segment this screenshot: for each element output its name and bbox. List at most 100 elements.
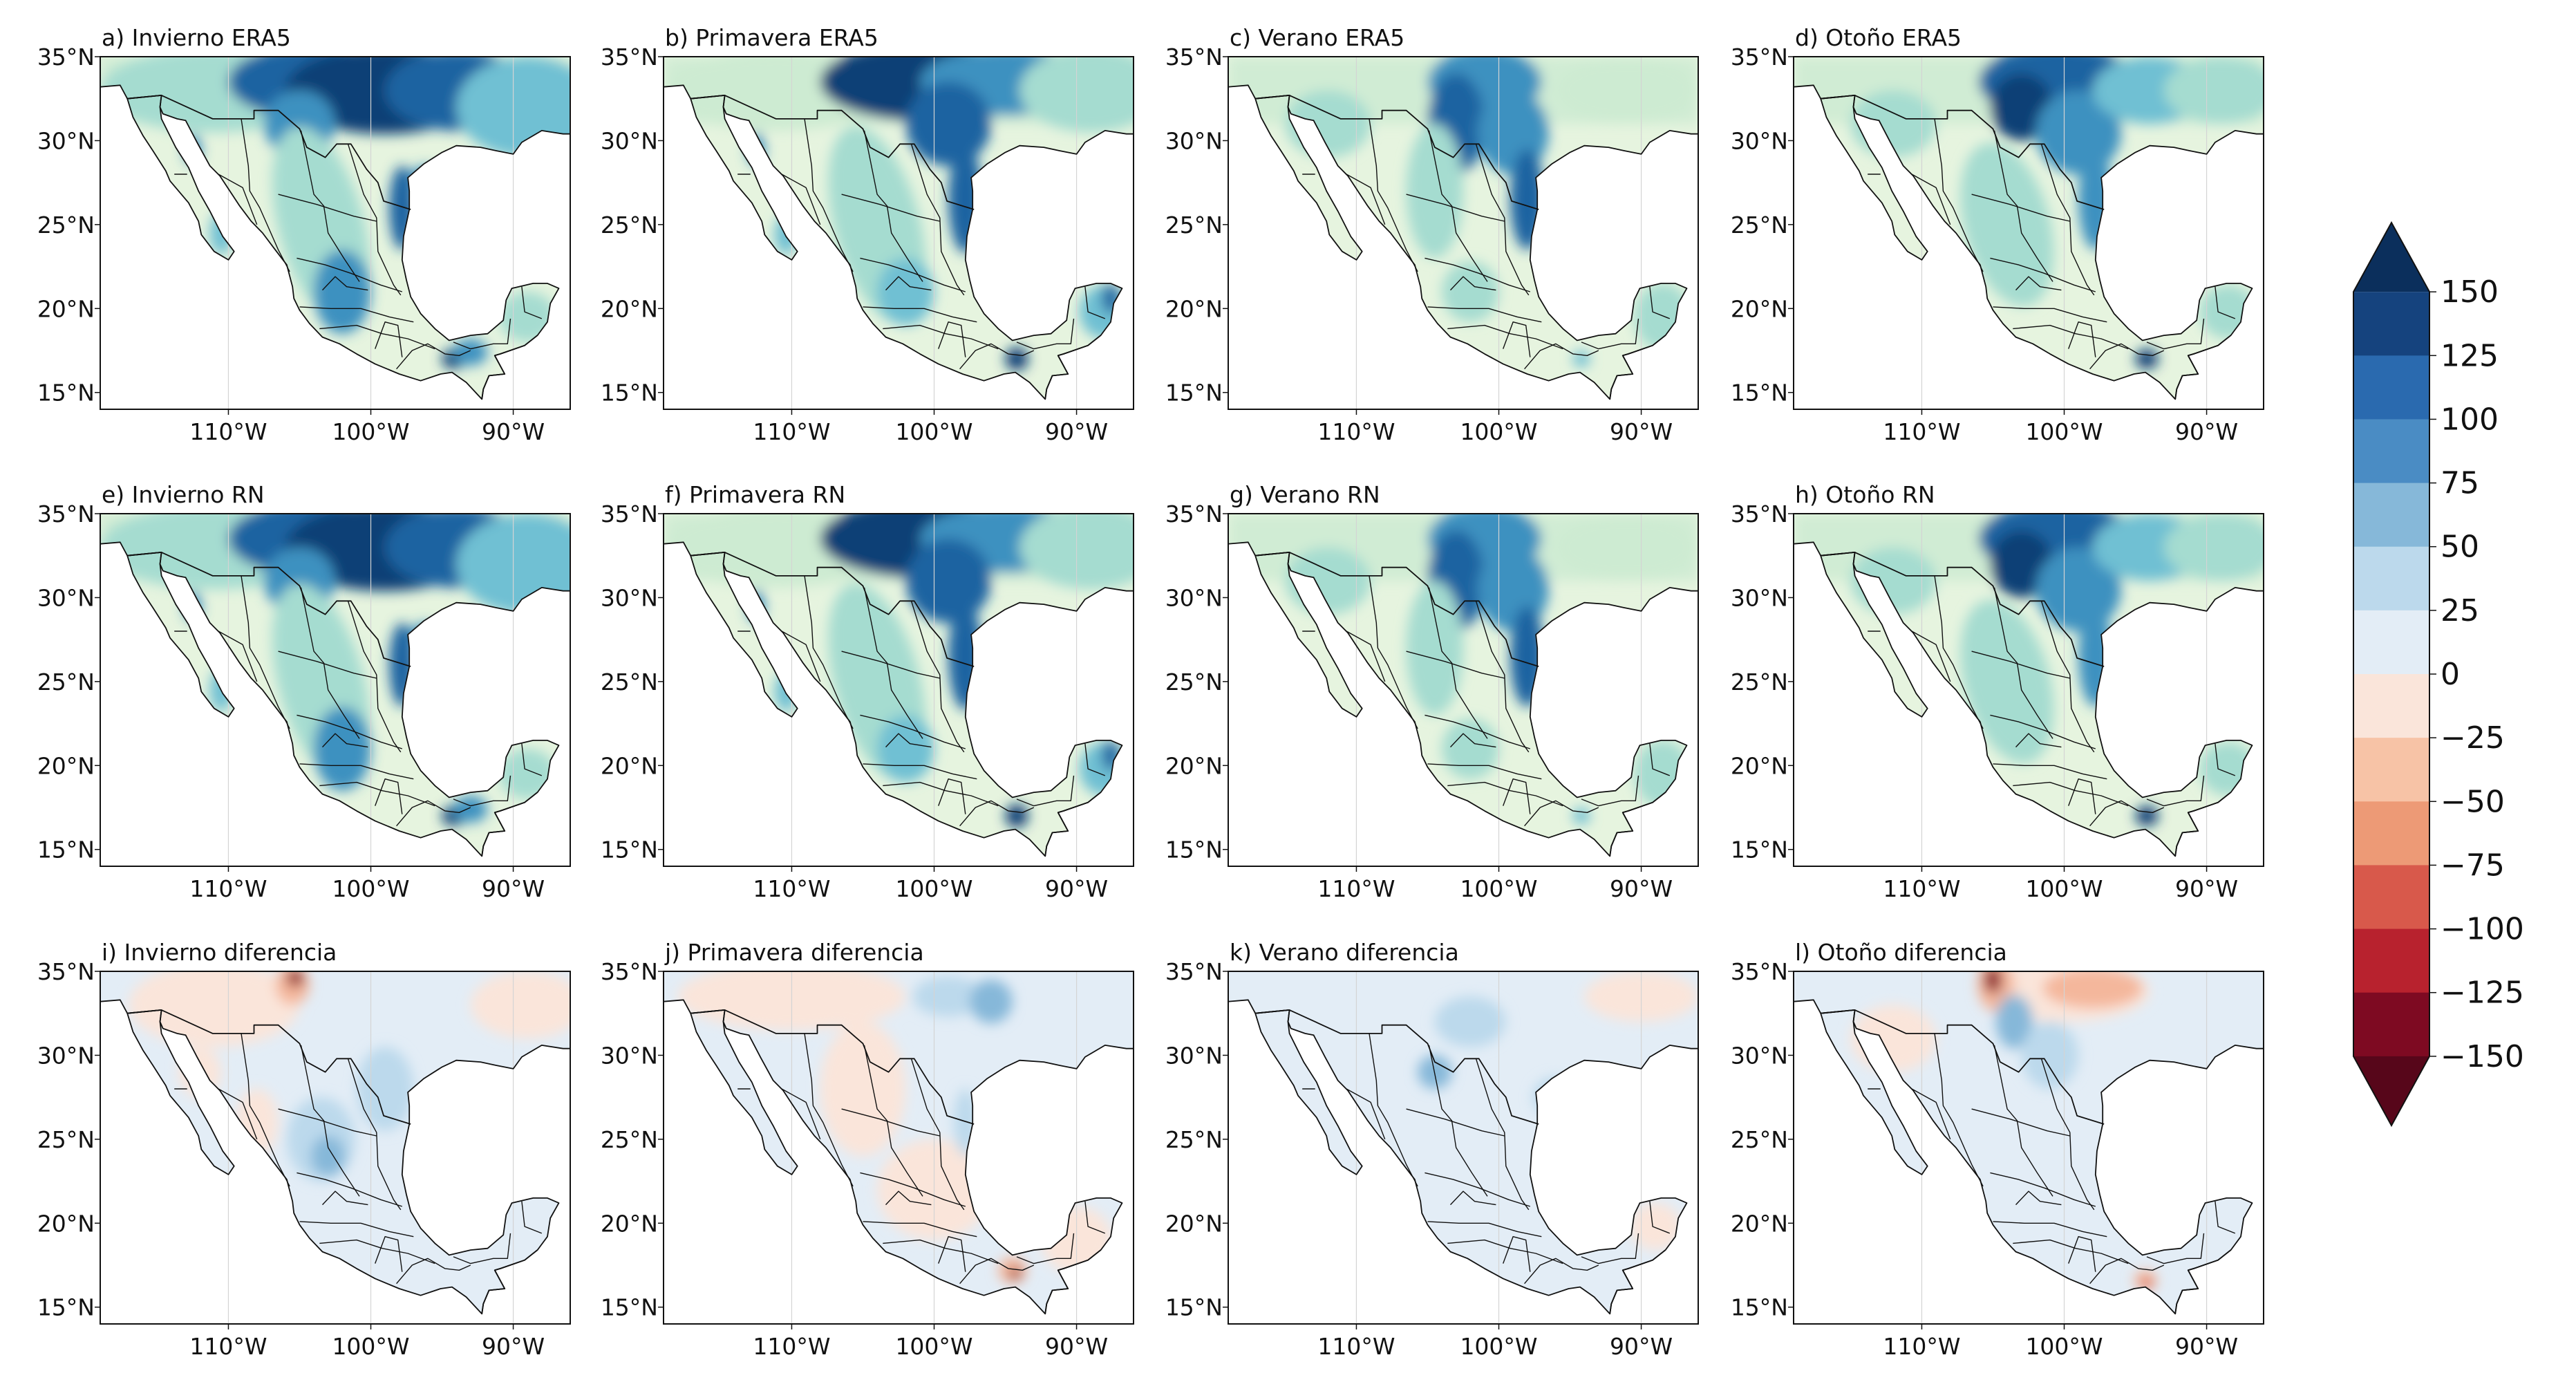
colorbar-extend-bottom bbox=[2353, 1056, 2429, 1126]
map-panel-1: b) Primavera ERA5 35°N 30°N 25°N 20°N 15°N 110… bbox=[601, 24, 1134, 445]
state-border bbox=[396, 1258, 471, 1285]
state-border bbox=[2146, 1233, 2205, 1264]
state-border bbox=[959, 343, 1035, 370]
us-border bbox=[1255, 1009, 1539, 1125]
state-border bbox=[1016, 1233, 1075, 1264]
map-panel-3: d) Otoño ERA5 35°N 30°N 25°N 20°N 15°N 110°W 10… bbox=[1731, 24, 2264, 445]
panel-title: j) Primavera diferencia bbox=[664, 939, 924, 966]
lon-tick-label: 90°W bbox=[1045, 875, 1108, 902]
state-border bbox=[521, 286, 543, 319]
state-border bbox=[1649, 286, 1671, 319]
lon-tick-label: 100°W bbox=[1460, 418, 1537, 445]
map-panel-5: f) Primavera RN 35°N 30°N 25°N 20°N 15°N 110°W… bbox=[601, 481, 1134, 902]
difference-patch bbox=[820, 1021, 906, 1157]
state-border bbox=[938, 1236, 966, 1272]
state-border bbox=[1911, 1088, 1951, 1140]
state-border bbox=[1503, 321, 1531, 357]
state-border bbox=[453, 775, 511, 807]
map-panel-0: a) Invierno ERA5 35°N 30°N 25°N 20°N 15°N 110°… bbox=[37, 24, 571, 445]
graticule bbox=[1921, 971, 2208, 1324]
panel-frame bbox=[1793, 513, 2264, 867]
field-patch bbox=[1960, 142, 2054, 307]
colorbar-segment bbox=[2353, 419, 2429, 484]
lat-tick-label: 15°N bbox=[1165, 1294, 1223, 1321]
graticule bbox=[227, 971, 514, 1324]
state-border bbox=[2089, 800, 2165, 827]
lat-tick-label: 20°N bbox=[1731, 1210, 1788, 1237]
field-patch bbox=[1019, 514, 1134, 590]
colorbar-segment bbox=[2353, 801, 2429, 866]
state-border bbox=[1016, 775, 1075, 807]
lon-tick-label: 110°W bbox=[753, 418, 830, 445]
difference-patch bbox=[1995, 995, 2033, 1049]
state-border bbox=[1449, 733, 1496, 748]
colorbar-segment bbox=[2353, 928, 2429, 993]
panel-frame bbox=[1228, 971, 1699, 1325]
us-border bbox=[690, 1009, 975, 1125]
us-border bbox=[1821, 95, 2105, 210]
state-border bbox=[2015, 733, 2062, 748]
lat-tick-label: 30°N bbox=[1165, 584, 1223, 611]
colorbar-segment bbox=[2353, 992, 2429, 1057]
state-border bbox=[1475, 1058, 1530, 1211]
difference-patch bbox=[1984, 971, 2002, 993]
lat-tick-label: 20°N bbox=[37, 1210, 95, 1237]
us-border bbox=[127, 95, 411, 210]
state-border bbox=[804, 1033, 854, 1187]
state-border bbox=[883, 1239, 999, 1264]
state-border bbox=[863, 763, 977, 780]
graticule bbox=[1355, 514, 1642, 866]
state-border bbox=[1971, 194, 2070, 222]
state-border bbox=[321, 276, 368, 291]
field-patch bbox=[877, 715, 934, 783]
lat-tick-label: 25°N bbox=[37, 212, 95, 239]
guatemala-border bbox=[1609, 1249, 1666, 1314]
lat-tick-label: 30°N bbox=[601, 1042, 658, 1069]
field-patch bbox=[1005, 804, 1028, 828]
panel-title: l) Otoño diferencia bbox=[1795, 939, 2007, 966]
field-patch bbox=[314, 250, 371, 334]
state-border bbox=[1406, 651, 1505, 679]
state-border bbox=[1993, 1221, 2107, 1238]
colorbar-tick-label: 0 bbox=[2441, 657, 2460, 692]
colorbar-segment bbox=[2353, 865, 2429, 930]
state-border bbox=[1971, 1108, 2070, 1137]
state-border bbox=[1475, 144, 1530, 296]
us-border bbox=[1821, 1009, 2105, 1125]
colorbar-tick-label: 25 bbox=[2441, 593, 2479, 628]
field-patch bbox=[456, 514, 570, 615]
lat-tick-label: 30°N bbox=[1731, 1042, 1788, 1069]
state-border bbox=[885, 1190, 932, 1206]
lat-tick-label: 35°N bbox=[1165, 501, 1223, 527]
baja-coastline bbox=[690, 95, 798, 261]
coastline bbox=[664, 514, 1134, 857]
state-border bbox=[300, 1045, 360, 1197]
field-patch bbox=[453, 339, 488, 366]
state-border bbox=[2040, 601, 2095, 753]
lon-tick-label: 110°W bbox=[1883, 418, 1960, 445]
colorbar-tick-label: −25 bbox=[2441, 720, 2505, 756]
lon-tick-label: 110°W bbox=[753, 1333, 830, 1360]
state-border bbox=[2146, 775, 2205, 807]
panel-title: e) Invierno RN bbox=[102, 481, 265, 508]
lon-tick-label: 110°W bbox=[189, 875, 267, 902]
state-border bbox=[1581, 775, 1639, 807]
lon-tick-label: 100°W bbox=[2025, 418, 2103, 445]
map-panel-7: h) Otoño RN 35°N 30°N 25°N 20°N 15°N 110°W 100°… bbox=[1731, 481, 2264, 902]
lon-tick-label: 100°W bbox=[895, 875, 972, 902]
state-border bbox=[1581, 1233, 1639, 1264]
lon-tick-label: 90°W bbox=[1610, 418, 1673, 445]
lat-tick-label: 15°N bbox=[1731, 837, 1788, 863]
lat-tick-label: 15°N bbox=[601, 837, 658, 863]
colorbar-segment bbox=[2353, 355, 2429, 420]
lat-tick-label: 25°N bbox=[1165, 212, 1223, 239]
state-border bbox=[396, 800, 471, 827]
lat-tick-label: 30°N bbox=[37, 127, 95, 154]
guatemala-border bbox=[1044, 792, 1102, 857]
coastline bbox=[1794, 971, 2264, 1315]
lat-tick-label: 20°N bbox=[601, 752, 658, 779]
guatemala-border bbox=[2174, 1249, 2232, 1314]
state-border bbox=[1990, 714, 2096, 749]
field-patch bbox=[1555, 514, 1698, 581]
us-border bbox=[690, 552, 975, 667]
